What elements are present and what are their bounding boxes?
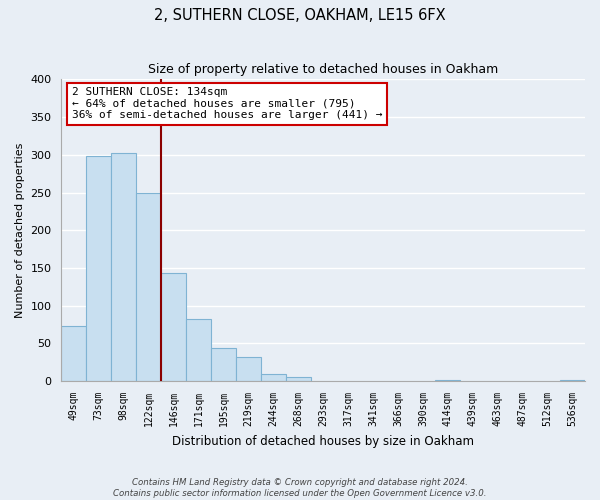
Bar xyxy=(261,374,286,381)
Bar xyxy=(211,348,236,381)
X-axis label: Distribution of detached houses by size in Oakham: Distribution of detached houses by size … xyxy=(172,434,474,448)
Y-axis label: Number of detached properties: Number of detached properties xyxy=(15,142,25,318)
Bar xyxy=(186,318,211,381)
Bar xyxy=(111,152,136,381)
Bar xyxy=(136,194,161,381)
Bar xyxy=(161,274,186,381)
Bar xyxy=(236,357,261,381)
Bar xyxy=(560,380,585,381)
Text: 2, SUTHERN CLOSE, OAKHAM, LE15 6FX: 2, SUTHERN CLOSE, OAKHAM, LE15 6FX xyxy=(154,8,446,22)
Bar xyxy=(86,156,111,381)
Bar xyxy=(61,326,86,381)
Bar xyxy=(286,376,311,381)
Text: Contains HM Land Registry data © Crown copyright and database right 2024.
Contai: Contains HM Land Registry data © Crown c… xyxy=(113,478,487,498)
Bar xyxy=(436,380,460,381)
Text: 2 SUTHERN CLOSE: 134sqm
← 64% of detached houses are smaller (795)
36% of semi-d: 2 SUTHERN CLOSE: 134sqm ← 64% of detache… xyxy=(72,87,382,120)
Title: Size of property relative to detached houses in Oakham: Size of property relative to detached ho… xyxy=(148,62,499,76)
